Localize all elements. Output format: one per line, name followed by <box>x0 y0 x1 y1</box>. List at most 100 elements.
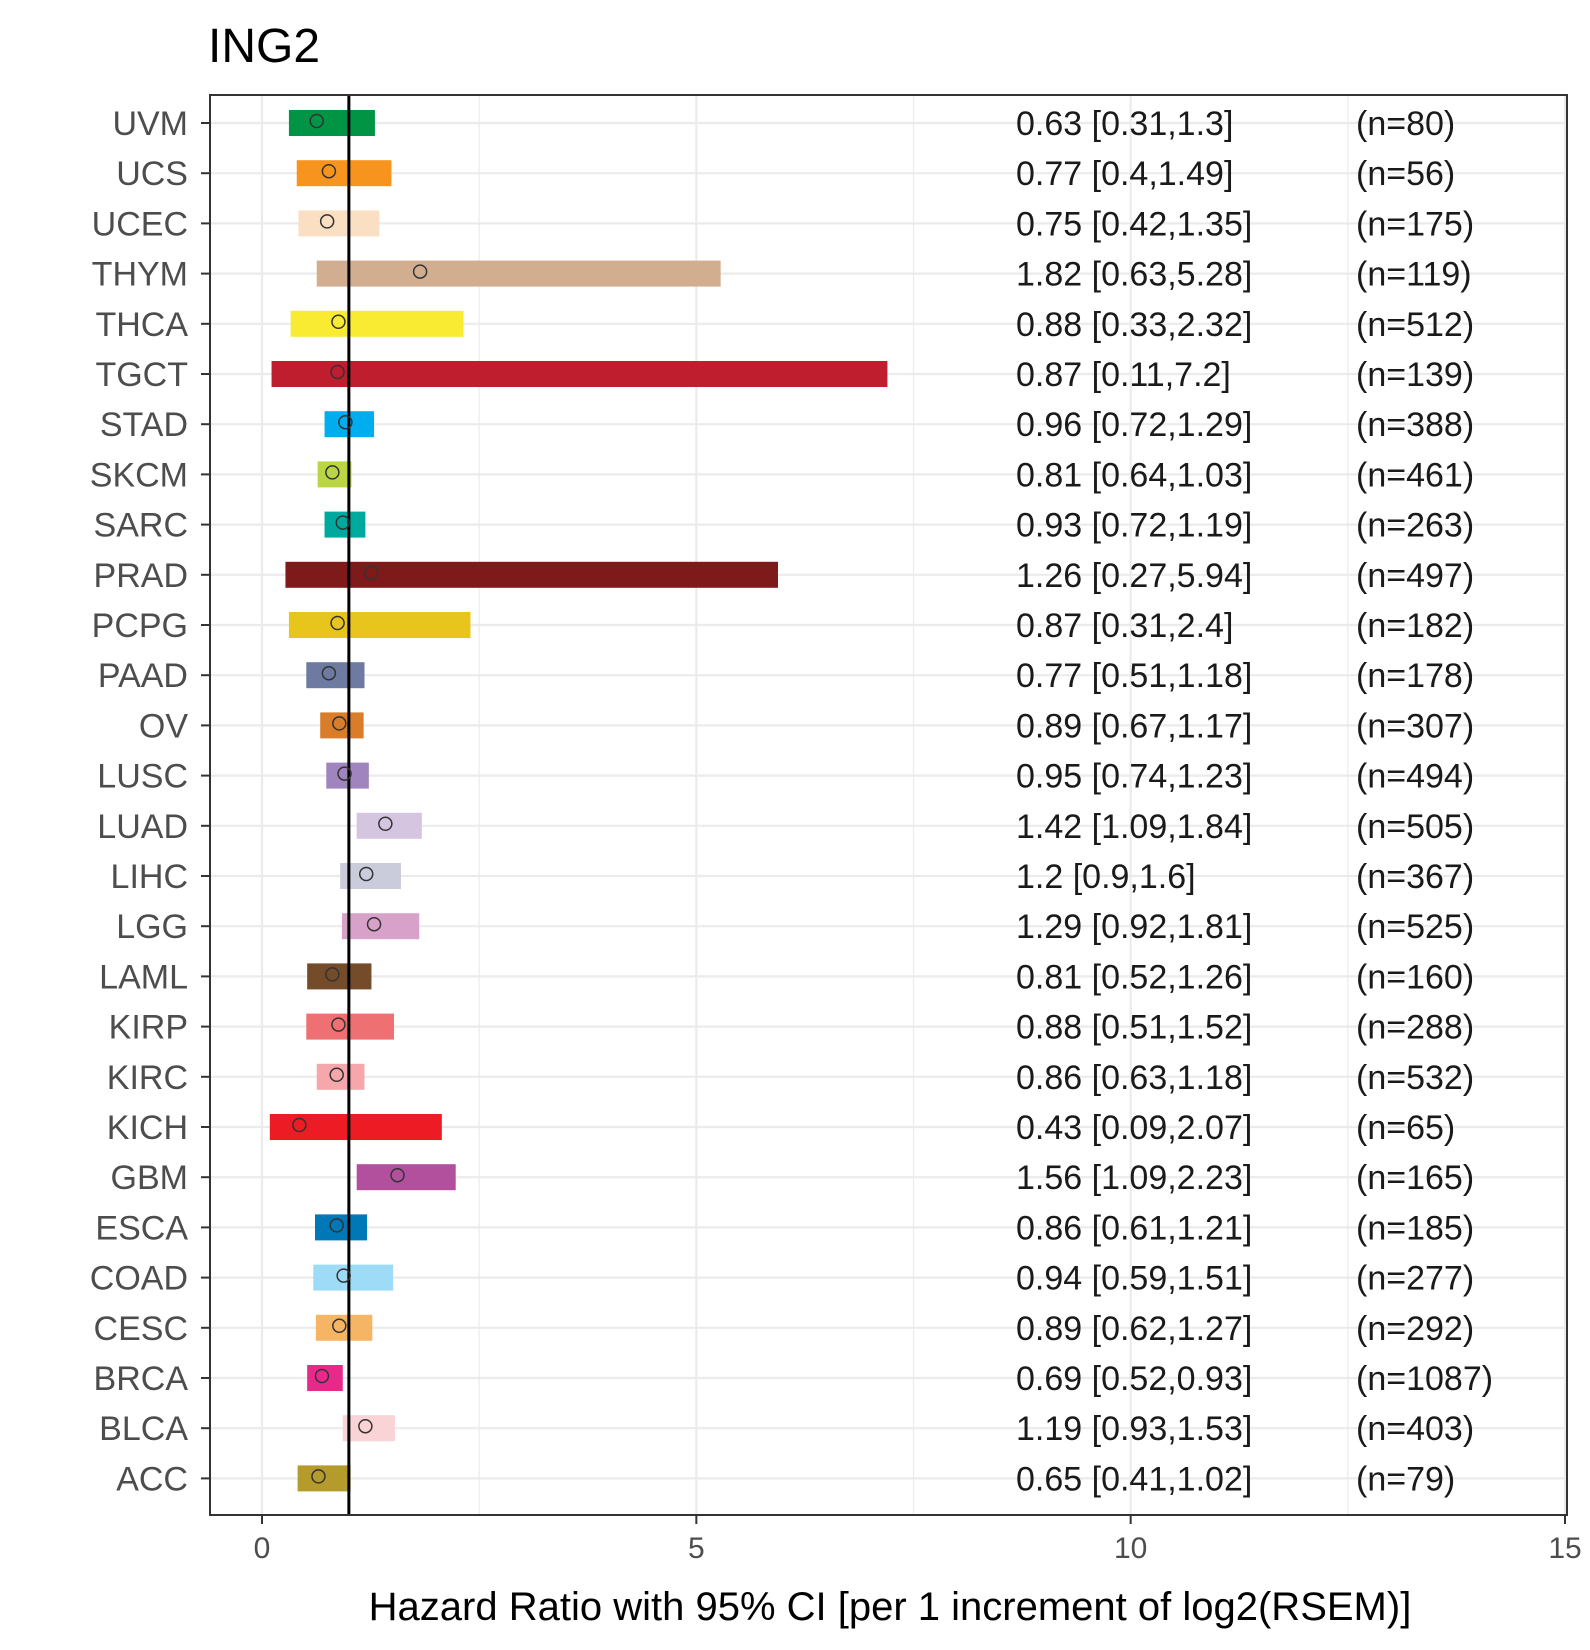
hr-ci-text-kich: 0.43 [0.09,2.07] <box>1016 1109 1252 1147</box>
ci-bar-esca <box>314 1214 368 1241</box>
ci-bar-tgct <box>271 361 888 387</box>
ci-bars <box>269 110 888 1492</box>
category-label-sarc: SARC <box>94 507 188 545</box>
sample-size-skcm: (n=461) <box>1356 456 1474 494</box>
sample-size-ucs: (n=56) <box>1356 155 1455 193</box>
category-labels: UVM UCS UCEC THYM THCA TGCT STAD SKCM SARC PRAD PC… <box>90 105 210 1498</box>
sample-size-tgct: (n=139) <box>1356 356 1474 394</box>
ci-bar-ucec <box>298 210 380 237</box>
sample-size-esca: (n=185) <box>1356 1209 1474 1247</box>
hr-point-pcpg <box>330 615 345 631</box>
hr-ci-text-lgg: 1.29 [0.92,1.81] <box>1016 908 1252 946</box>
ci-bar-sarc <box>324 511 366 538</box>
sample-size-kirp: (n=288) <box>1356 1009 1474 1047</box>
ci-bar-pcpg <box>288 612 471 638</box>
sample-size-cesc: (n=292) <box>1356 1310 1474 1348</box>
sample-size-luad: (n=505) <box>1356 808 1474 846</box>
hr-points <box>292 113 428 1484</box>
category-label-thym: THYM <box>92 256 188 294</box>
hr-point-laml <box>325 967 340 982</box>
ci-bar-skcm <box>317 461 352 488</box>
ci-bar-prad <box>285 561 778 588</box>
category-label-kich: KICH <box>107 1109 188 1147</box>
ci-bar-ucs <box>296 160 392 187</box>
sample-size-prad: (n=497) <box>1356 557 1474 595</box>
category-label-thca: THCA <box>95 306 188 344</box>
category-label-lgg: LGG <box>116 908 188 946</box>
sample-size-pcpg: (n=182) <box>1356 607 1474 645</box>
category-label-brca: BRCA <box>94 1360 189 1398</box>
hr-point-thca <box>331 314 346 330</box>
hr-point-brca <box>314 1368 330 1384</box>
category-label-ucs: UCS <box>116 155 188 193</box>
hr-ci-text-kirc: 0.86 [0.63,1.18] <box>1016 1059 1252 1097</box>
ci-bar-blca <box>342 1415 395 1442</box>
sample-size-lihc: (n=367) <box>1356 858 1474 896</box>
sample-size-blca: (n=403) <box>1356 1410 1474 1448</box>
category-label-acc: ACC <box>116 1460 188 1498</box>
hr-point-gbm <box>390 1167 405 1183</box>
hr-point-paad <box>321 665 337 681</box>
category-label-pcpg: PCPG <box>92 607 188 645</box>
sample-size-lgg: (n=525) <box>1356 908 1474 946</box>
sample-size-acc: (n=79) <box>1356 1460 1455 1498</box>
sample-size-gbm: (n=165) <box>1356 1159 1474 1197</box>
hr-point-kirc <box>329 1067 344 1083</box>
x-tick-label: 10 <box>1114 1532 1147 1565</box>
ci-bar-luad <box>356 812 422 839</box>
hr-ci-text-uvm: 0.63 [0.31,1.3] <box>1016 105 1233 143</box>
hr-ci-text-coad: 0.94 [0.59,1.51] <box>1016 1260 1252 1298</box>
hr-ci-text-blca: 1.19 [0.93,1.53] <box>1016 1410 1252 1448</box>
category-label-stad: STAD <box>100 406 188 444</box>
hr-point-stad <box>338 414 353 430</box>
sample-size-stad: (n=388) <box>1356 406 1474 444</box>
hr-point-ucs <box>321 163 337 179</box>
hr-point-ov <box>332 716 347 731</box>
sample-size-uvm: (n=80) <box>1356 105 1455 143</box>
sample-size-sarc: (n=263) <box>1356 507 1474 545</box>
ci-bar-coad <box>313 1264 394 1291</box>
category-label-cesc: CESC <box>94 1310 188 1348</box>
category-label-coad: COAD <box>90 1260 188 1298</box>
hr-ci-text-cesc: 0.89 [0.62,1.27] <box>1016 1310 1252 1348</box>
x-tick-label: 15 <box>1548 1532 1581 1565</box>
hr-point-luad <box>378 816 393 832</box>
hr-point-lgg <box>366 916 382 932</box>
hr-point-lusc <box>337 766 352 781</box>
hr-point-skcm <box>325 465 340 480</box>
hr-point-coad <box>336 1268 351 1283</box>
sample-size-kich: (n=65) <box>1356 1109 1455 1147</box>
ci-bar-kirc <box>316 1063 365 1090</box>
x-tick-label: 5 <box>688 1532 705 1565</box>
category-label-gbm: GBM <box>111 1159 188 1197</box>
sample-size-ucec: (n=175) <box>1356 205 1474 243</box>
x-axis-title: Hazard Ratio with 95% CI [per 1 incremen… <box>369 1585 1412 1629</box>
hr-ci-text-sarc: 0.93 [0.72,1.19] <box>1016 507 1252 545</box>
hr-point-kirp <box>331 1017 346 1032</box>
hr-ci-text-luad: 1.42 [1.09,1.84] <box>1016 808 1252 846</box>
sample-size-coad: (n=277) <box>1356 1260 1474 1298</box>
category-label-luad: LUAD <box>97 808 188 846</box>
hr-point-tgct <box>330 364 345 380</box>
hr-ci-text-thym: 1.82 [0.63,5.28] <box>1016 256 1252 294</box>
hr-point-uvm <box>309 113 324 129</box>
sample-size-lusc: (n=494) <box>1356 758 1474 796</box>
category-label-lihc: LIHC <box>111 858 188 896</box>
hr-ci-text-ov: 0.89 [0.67,1.17] <box>1016 707 1252 745</box>
ci-bar-uvm <box>288 110 375 136</box>
hr-point-sarc <box>335 515 351 530</box>
category-label-tgct: TGCT <box>95 356 188 394</box>
chart-title: ING2 <box>208 20 320 73</box>
ci-bar-ov <box>320 712 364 739</box>
category-label-uvm: UVM <box>112 105 188 143</box>
sample-size-paad: (n=178) <box>1356 657 1474 695</box>
category-label-kirp: KIRP <box>109 1009 188 1047</box>
category-label-laml: LAML <box>99 958 188 996</box>
ci-bar-thym <box>316 260 721 287</box>
sample-size-texts: (n=80) (n=56) (n=175) (n=119) (n=512) (n=139)… <box>1356 105 1493 1498</box>
hr-ci-text-ucec: 0.75 [0.42,1.35] <box>1016 205 1252 243</box>
category-label-lusc: LUSC <box>97 758 188 796</box>
category-label-esca: ESCA <box>95 1209 188 1247</box>
hr-ci-text-laml: 0.81 [0.52,1.26] <box>1016 958 1252 996</box>
hr-point-kich <box>292 1117 307 1133</box>
